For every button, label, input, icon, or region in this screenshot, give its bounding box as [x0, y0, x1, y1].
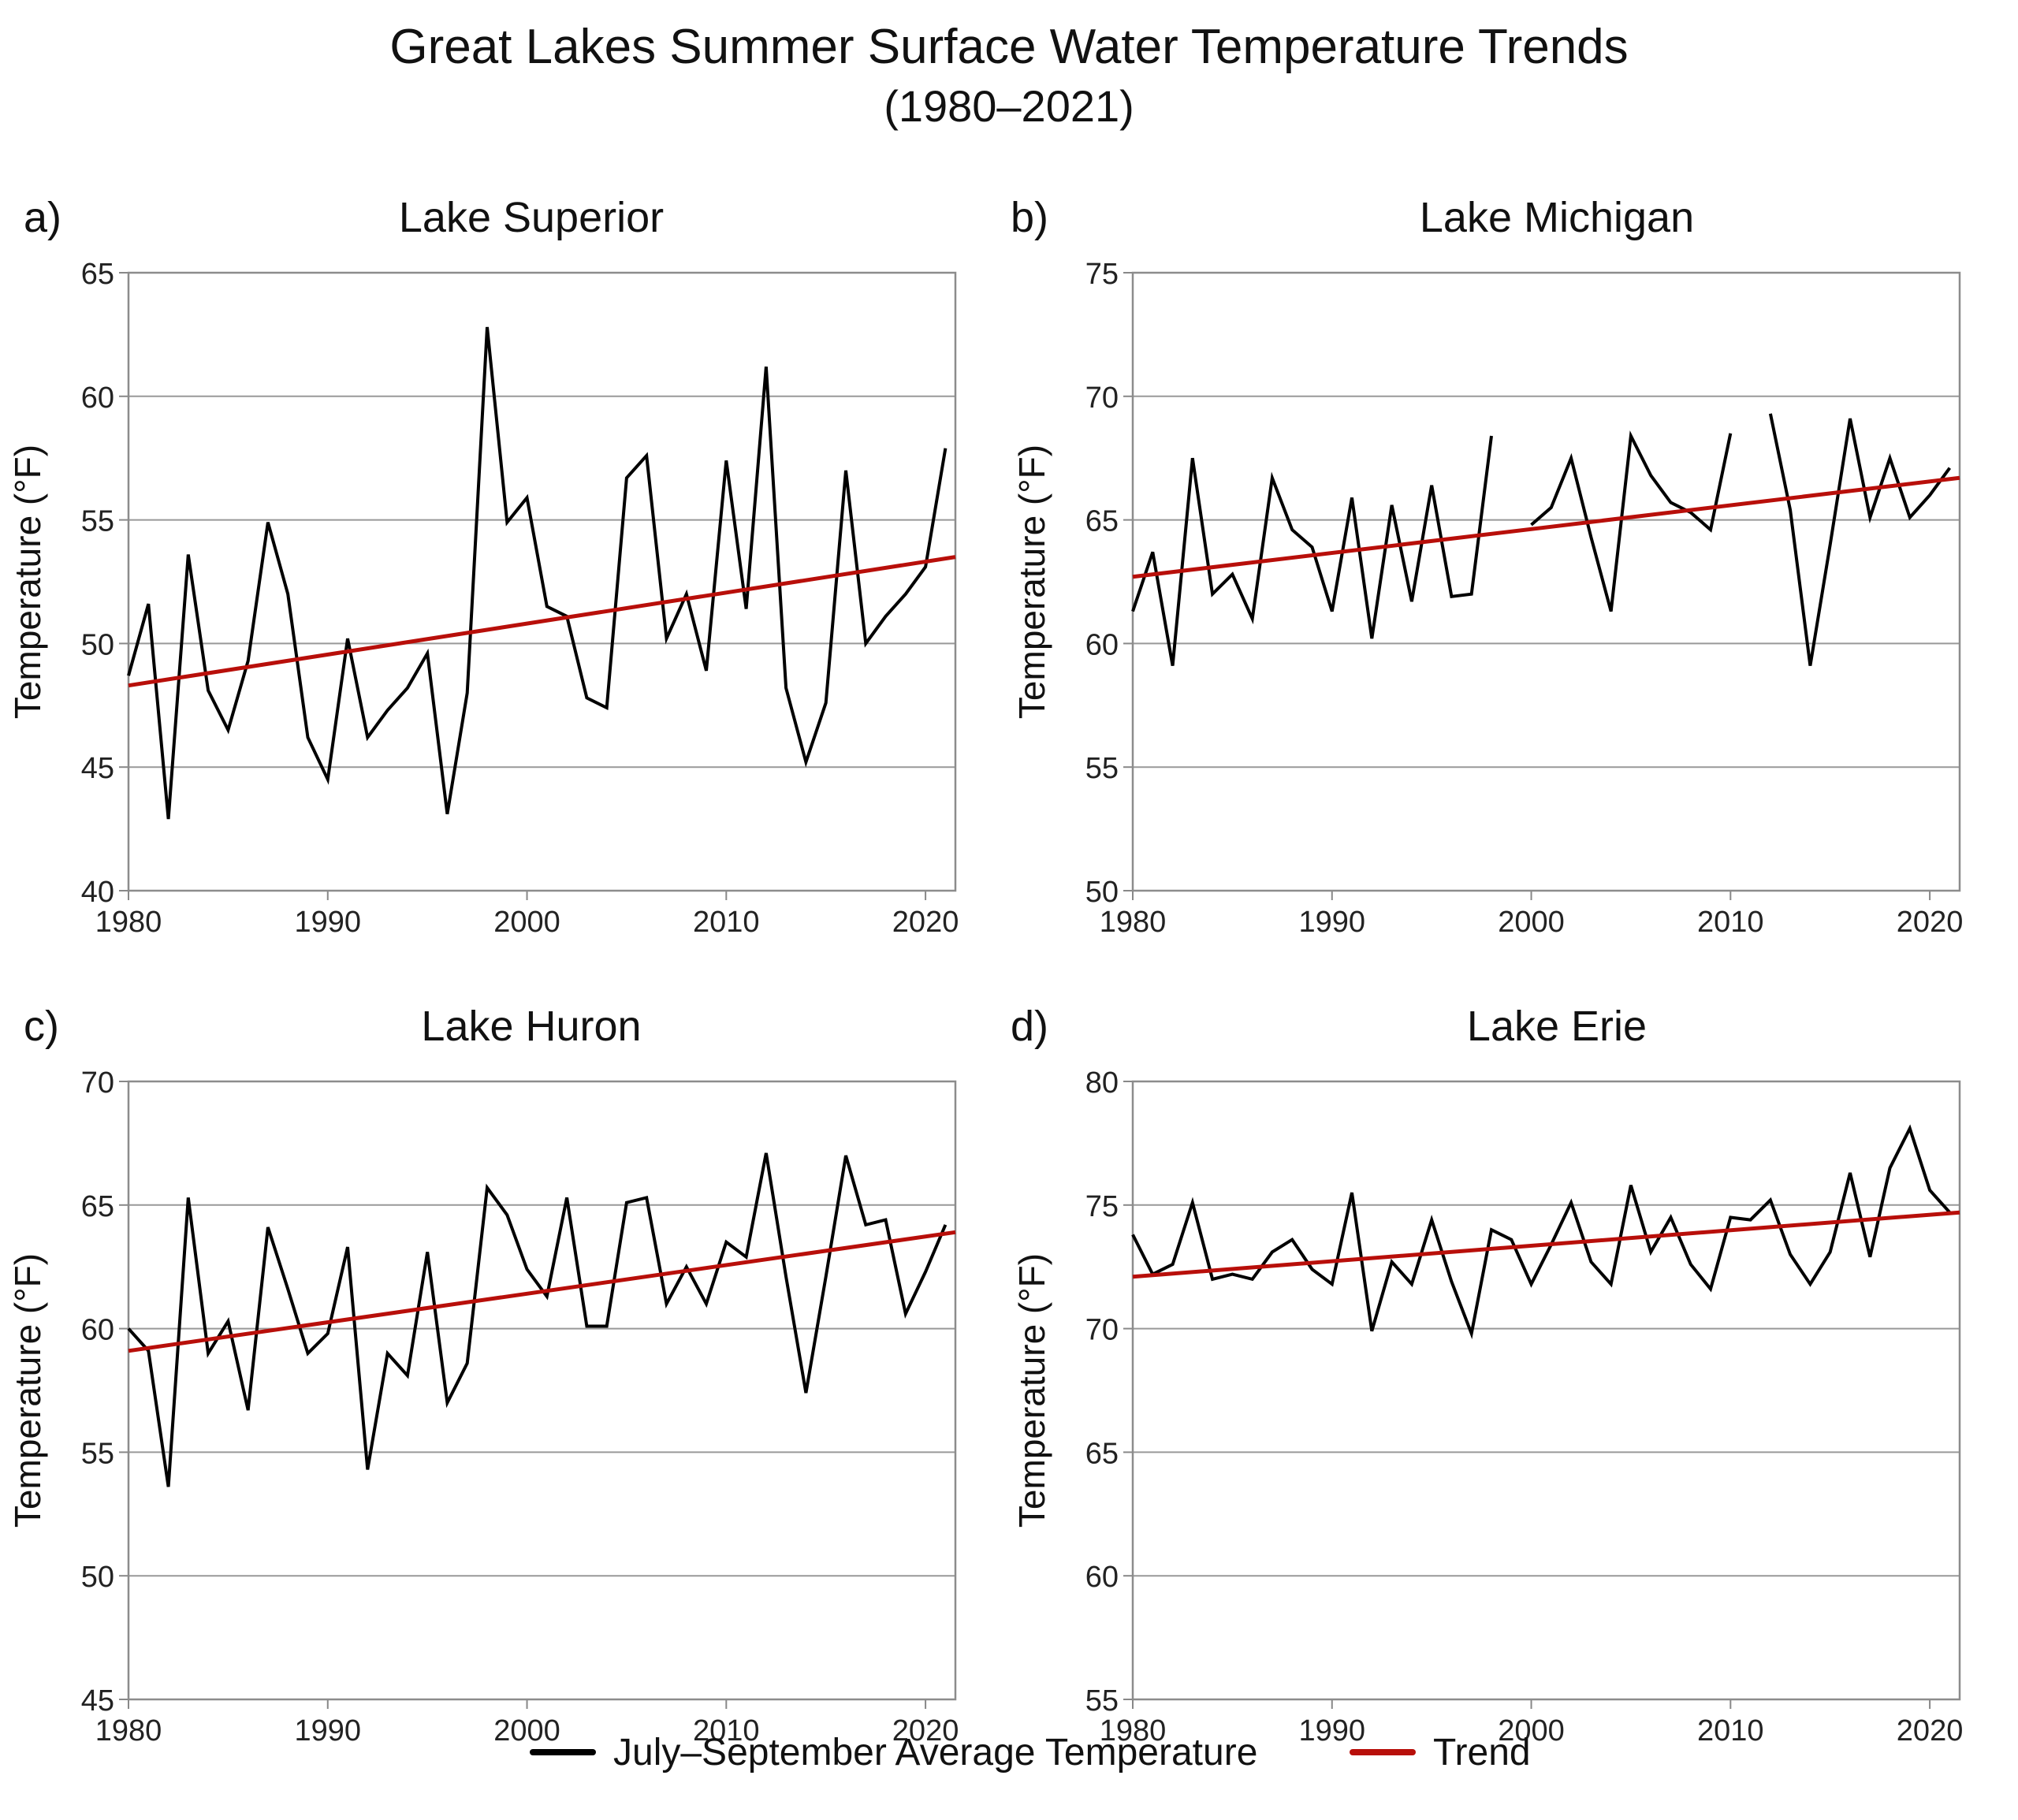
y-tick-label: 65 — [1085, 1437, 1119, 1470]
trend-line — [128, 555, 956, 688]
plot-frame — [1131, 1080, 1961, 1701]
legend-item-observed: July–September Average Temperature — [530, 1725, 1257, 1780]
x-tick-label: 1980 — [1100, 1714, 1167, 1747]
trend-line — [1132, 475, 1960, 579]
x-tick-label: 1980 — [95, 1714, 162, 1747]
x-tick-label: 2010 — [1697, 906, 1764, 939]
y-tick-label: 60 — [1085, 628, 1119, 661]
y-tick-label: 65 — [81, 1190, 114, 1223]
y-tick-label: 45 — [81, 752, 114, 785]
legend-label-observed: July–September Average Temperature — [613, 1731, 1258, 1773]
y-tick-label: 55 — [1085, 1684, 1119, 1718]
y-tick-label: 55 — [81, 505, 114, 538]
y-tick-label: 60 — [1085, 1561, 1119, 1594]
observed-temperature-line — [127, 1152, 948, 1487]
panel-label: b) — [1011, 194, 1048, 241]
y-tick-label: 55 — [1085, 752, 1119, 785]
x-tick-label: 2020 — [1897, 906, 1964, 939]
legend-swatch-observed — [530, 1749, 596, 1755]
trend-line — [128, 1230, 956, 1353]
observed-temperature-line — [127, 326, 948, 820]
observed-temperature-line — [1530, 430, 1733, 612]
figure-title: Great Lakes Summer Surface Water Tempera… — [389, 20, 1629, 74]
x-tick-label: 1980 — [95, 906, 162, 939]
panel-label: c) — [24, 1003, 59, 1050]
x-tick-label: 1990 — [1298, 1714, 1365, 1747]
trend-line — [1132, 1210, 1960, 1279]
x-tick-label: 2000 — [1498, 906, 1565, 939]
figure-subtitle: (1980–2021) — [884, 81, 1134, 131]
x-tick-label: 2000 — [493, 906, 560, 939]
plot-frame — [127, 271, 957, 892]
x-tick-label: 1980 — [1100, 906, 1167, 939]
plot-frame — [1131, 271, 1961, 892]
panel-label: d) — [1011, 1003, 1048, 1050]
y-tick-label: 50 — [81, 628, 114, 661]
observed-temperature-line — [1131, 1124, 1951, 1340]
y-tick-label: 60 — [81, 1314, 114, 1347]
y-axis-label: Temperature (°F) — [1011, 445, 1052, 719]
y-tick-label: 50 — [1085, 876, 1119, 909]
y-tick-label: 70 — [1085, 1314, 1119, 1347]
y-axis-label: Temperature (°F) — [1011, 1253, 1052, 1528]
x-tick-label: 1990 — [294, 1714, 361, 1747]
y-tick-label: 65 — [81, 258, 114, 291]
legend-swatch-trend — [1350, 1749, 1416, 1755]
panel-title: Lake Erie — [1467, 1003, 1647, 1050]
y-tick-label: 45 — [81, 1684, 114, 1718]
x-tick-label: 2000 — [1498, 1714, 1565, 1747]
x-tick-label: 2020 — [892, 1714, 959, 1747]
y-axis-label: Temperature (°F) — [7, 1253, 48, 1528]
panel-title: Lake Huron — [421, 1003, 641, 1050]
x-tick-label: 1990 — [1298, 906, 1365, 939]
panel-title: Lake Michigan — [1420, 194, 1694, 241]
x-tick-label: 2000 — [493, 1714, 560, 1747]
legend-label-trend: Trend — [1433, 1731, 1531, 1773]
legend-item-trend: Trend — [1350, 1725, 1531, 1780]
x-tick-label: 2010 — [693, 906, 760, 939]
y-tick-label: 70 — [1085, 381, 1119, 415]
observed-temperature-line — [1131, 435, 1493, 666]
y-tick-label: 50 — [81, 1561, 114, 1594]
y-tick-label: 60 — [81, 381, 114, 415]
y-tick-label: 75 — [1085, 1190, 1119, 1223]
plot-frame — [127, 1080, 957, 1701]
y-axis-label: Temperature (°F) — [7, 445, 48, 719]
x-tick-label: 2010 — [693, 1714, 760, 1747]
panel-label: a) — [24, 194, 61, 241]
observed-temperature-line — [1768, 413, 1952, 666]
x-tick-label: 1990 — [294, 906, 361, 939]
panel-title: Lake Superior — [399, 194, 664, 241]
y-tick-label: 70 — [81, 1066, 114, 1100]
legend: July–September Average Temperature Trend — [0, 1725, 2018, 1780]
y-tick-label: 75 — [1085, 258, 1119, 291]
y-tick-label: 40 — [81, 876, 114, 909]
y-tick-label: 80 — [1085, 1066, 1119, 1100]
x-tick-label: 2020 — [892, 906, 959, 939]
y-tick-label: 55 — [81, 1437, 114, 1470]
y-tick-label: 65 — [1085, 505, 1119, 538]
x-tick-label: 2020 — [1897, 1714, 1964, 1747]
x-tick-label: 2010 — [1697, 1714, 1764, 1747]
